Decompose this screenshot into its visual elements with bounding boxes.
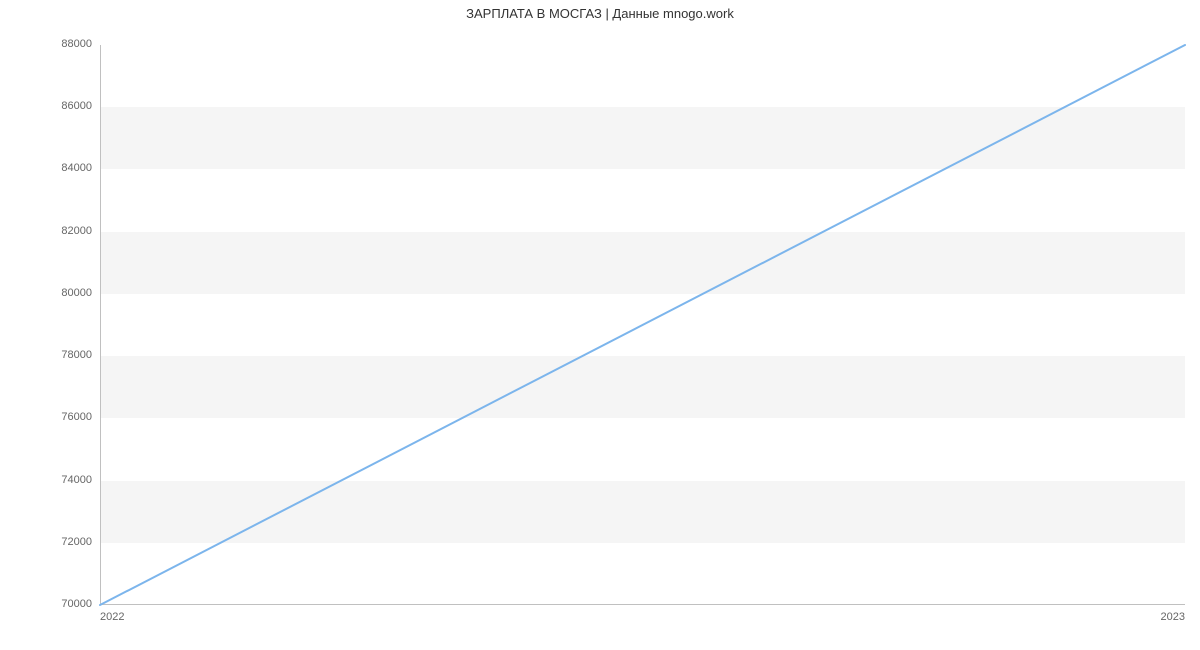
- y-tick-label: 82000: [61, 225, 92, 237]
- y-tick-label: 72000: [61, 536, 92, 548]
- series-salary: [100, 45, 1185, 605]
- y-tick-label: 74000: [61, 474, 92, 486]
- y-tick-label: 88000: [61, 38, 92, 50]
- chart-title: ЗАРПЛАТА В МОСГАЗ | Данные mnogo.work: [0, 0, 1200, 21]
- y-tick-label: 86000: [61, 100, 92, 112]
- y-tick-label: 84000: [61, 162, 92, 174]
- y-tick-label: 80000: [61, 287, 92, 299]
- y-tick-label: 78000: [61, 349, 92, 361]
- y-tick-label: 70000: [61, 598, 92, 610]
- x-tick-label: 2022: [100, 611, 124, 623]
- chart-plot-area: [100, 45, 1185, 605]
- x-tick-label: 2023: [1161, 611, 1185, 623]
- y-tick-label: 76000: [61, 411, 92, 423]
